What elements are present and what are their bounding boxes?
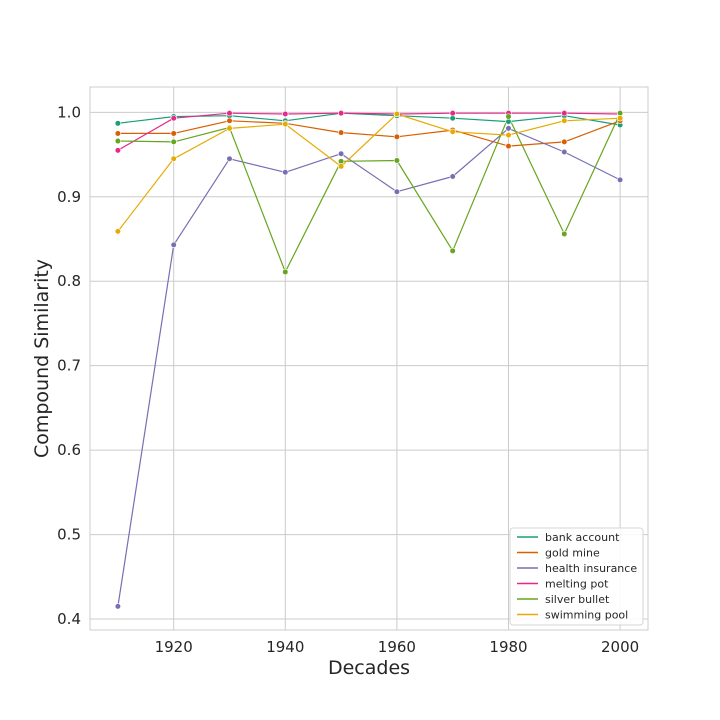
data-point-silver-bullet (114, 137, 121, 145)
data-point-gold-mine (226, 117, 233, 124)
data-point-swimming-pool (226, 125, 233, 132)
data-point-gold-mine (505, 143, 512, 150)
series-lines (117, 112, 621, 607)
data-point-gold-mine (114, 130, 121, 137)
x-tick-label: 2000 (601, 638, 639, 656)
data-point-swimming-pool (449, 128, 456, 135)
data-point-melting-pot (170, 115, 177, 122)
data-point-health-insurance (226, 155, 233, 162)
y-tick-label: 0.7 (57, 357, 81, 375)
x-tick-label: 1920 (155, 638, 193, 656)
series-line-swimming-pool (117, 113, 621, 232)
data-point-melting-pot (338, 110, 345, 117)
y-tick-label: 1.0 (57, 103, 81, 121)
grid (90, 87, 648, 630)
plot-area-frame (89, 86, 649, 631)
series-line-melting-pot (117, 112, 621, 151)
data-point-melting-pot (561, 110, 568, 117)
legend: bank account gold mine health insurance mel… (509, 527, 644, 626)
data-point-melting-pot (282, 110, 289, 118)
data-point-swimming-pool (393, 110, 401, 118)
y-axis-title: Compound Similarity (31, 259, 53, 458)
data-point-swimming-pool (282, 121, 289, 128)
y-tick-label: 0.6 (57, 441, 81, 459)
data-point-swimming-pool (114, 228, 121, 235)
series-line-gold-mine (117, 120, 621, 147)
data-point-health-insurance (338, 150, 345, 157)
data-point-health-insurance (561, 148, 568, 156)
data-point-silver-bullet (616, 110, 624, 117)
data-point-health-insurance (393, 188, 401, 195)
data-point-gold-mine (561, 138, 568, 145)
data-point-melting-pot (226, 110, 233, 117)
data-point-silver-bullet (505, 113, 512, 120)
data-point-silver-bullet (170, 138, 177, 145)
legend-box (509, 527, 644, 626)
data-point-swimming-pool (616, 115, 624, 122)
data-point-silver-bullet (449, 247, 456, 254)
series-markers (114, 110, 624, 610)
data-point-silver-bullet (561, 230, 568, 238)
data-point-swimming-pool (561, 117, 568, 124)
data-point-health-insurance (505, 125, 512, 132)
legend-label: bank account (545, 531, 620, 544)
data-point-bank-account (505, 118, 512, 125)
data-point-swimming-pool (505, 132, 512, 139)
data-point-health-insurance (449, 173, 456, 180)
data-point-bank-account (449, 115, 456, 122)
legend-label: health insurance (545, 562, 637, 575)
data-point-melting-pot (449, 110, 456, 117)
data-point-health-insurance (616, 176, 624, 183)
series-line-silver-bullet (117, 112, 621, 273)
x-tick-label: 1960 (378, 638, 416, 656)
x-tick-label: 1980 (489, 638, 527, 656)
data-point-swimming-pool (170, 155, 177, 162)
data-point-melting-pot (114, 147, 121, 154)
data-point-silver-bullet (282, 268, 289, 276)
series-line-bank-account (117, 112, 621, 126)
y-tick-label: 0.4 (57, 610, 81, 628)
legend-label: melting pot (545, 578, 609, 591)
x-tick-label: 1940 (266, 638, 304, 656)
legend-label: gold mine (545, 547, 600, 560)
y-tick-label: 0.9 (57, 188, 81, 206)
series-line-health-insurance (117, 127, 621, 607)
data-point-gold-mine (170, 130, 177, 137)
data-point-gold-mine (338, 129, 345, 136)
x-axis-title: Decades (328, 657, 410, 679)
tick-labels: 1920 1940 1960 1980 2000 0.4 0.5 0.6 0.7 0.8 0.9 1.… (57, 103, 639, 656)
data-point-silver-bullet (393, 157, 401, 164)
data-point-bank-account (114, 120, 121, 127)
y-tick-label: 0.8 (57, 272, 81, 290)
y-tick-label: 0.5 (57, 526, 81, 544)
data-point-health-insurance (170, 241, 177, 249)
legend-label: swimming pool (545, 609, 628, 622)
data-point-health-insurance (114, 603, 121, 610)
data-point-gold-mine (393, 133, 401, 140)
data-point-health-insurance (282, 169, 289, 176)
data-point-silver-bullet (338, 158, 345, 165)
data-point-swimming-pool (338, 163, 345, 170)
legend-label: silver bullet (545, 593, 610, 606)
